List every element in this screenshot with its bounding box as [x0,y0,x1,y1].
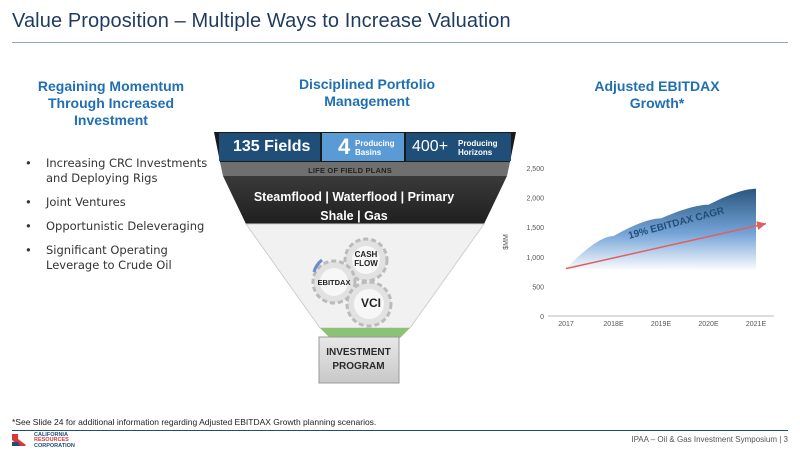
middle-heading: Disciplined Portfolio Management [298,76,436,109]
footer-divider [12,430,788,431]
x-tick-label: 2020E [698,321,719,328]
company-logo: CALIFORNIA RESOURCES CORPORATION [10,432,75,449]
funnel-graphic [214,132,516,384]
y-tick-label: 1,500 [526,225,544,232]
life-plans-band [220,162,510,176]
bullet-list: Increasing CRC Investments and Deploying… [22,156,222,282]
footnote: *See Slide 24 for additional information… [12,417,377,427]
basins-cell: 4 Producing Basins [322,133,404,161]
basins-label: Producing Basins [355,139,395,157]
fields-cell: 135 Fields [219,133,320,161]
x-tick-label: 2017 [558,321,574,328]
logo-text: CALIFORNIA RESOURCES CORPORATION [34,432,75,449]
cashflow-label: CASH FLOW [354,250,378,268]
horizons-cell: 400+ Producing Horizons [406,133,511,161]
green-cap [320,328,410,338]
fields-count: 135 Fields [233,138,311,155]
fields-row: 135 Fields 4 Producing Basins 400+ Produ… [219,133,511,161]
x-tick-label: 2021E [746,321,767,328]
bullet-item: Joint Ventures [22,195,222,210]
cagr-arrow [565,221,767,270]
rotation-arrow-icon [312,258,323,273]
gear-icon [345,280,393,328]
investment-label: INVESTMENT PROGRAM [326,347,391,372]
title-divider [12,42,788,43]
growth-band [566,188,756,272]
x-tick-label: 2019E [651,321,672,328]
logo-line: RESOURCES [34,437,69,444]
right-heading: Adjusted EBITDAX Growth* [594,78,720,111]
methods-line: Steamflood | Waterflood | Primary [253,190,455,204]
methods-line: Shale | Gas [320,209,388,223]
vci-label: VCI [360,296,381,310]
life-plans-label: LIFE OF FIELD PLANS [308,166,392,175]
slide-title: Value Proposition – Multiple Ways to Inc… [12,10,511,32]
gear-icon [311,259,357,305]
ebitdax-chart: 0 500 1,000 1,500 2,000 2,500 2017 2018E 2019E 20… [503,166,774,328]
y-tick-label: 2,500 [526,166,544,173]
y-tick-label: 1,000 [526,255,544,262]
investment-box [318,336,400,384]
logo-line: CALIFORNIA [34,432,68,438]
methods-text: Steamflood | Waterflood | Primary Shale … [236,188,472,226]
x-tick-label: 2018E [603,321,624,328]
footer-text: IPAA – Oil & Gas Investment Symposium | … [631,435,788,444]
methods-band [223,176,507,224]
bullet-item: Significant Operating Leverage to Crude … [22,243,222,273]
y-tick-label: 2,000 [526,196,544,203]
bullet-item: Opportunistic Deleveraging [22,219,222,234]
california-state-icon [12,434,26,446]
y-tick-label: 500 [532,284,544,291]
horizons-label: Producing Horizons [458,139,498,157]
basins-count: 4 [338,134,351,159]
left-heading: Regaining Momentum Through Increased Inv… [37,78,185,128]
ebitdax-label: EBITDAX [317,278,351,287]
logo-line: CORPORATION [34,442,75,449]
bullet-item: Increasing CRC Investments and Deploying… [22,156,222,186]
y-tick-label: 0 [540,314,544,321]
horizons-count: 400+ [412,138,449,155]
y-axis-label: $MM [503,234,510,250]
